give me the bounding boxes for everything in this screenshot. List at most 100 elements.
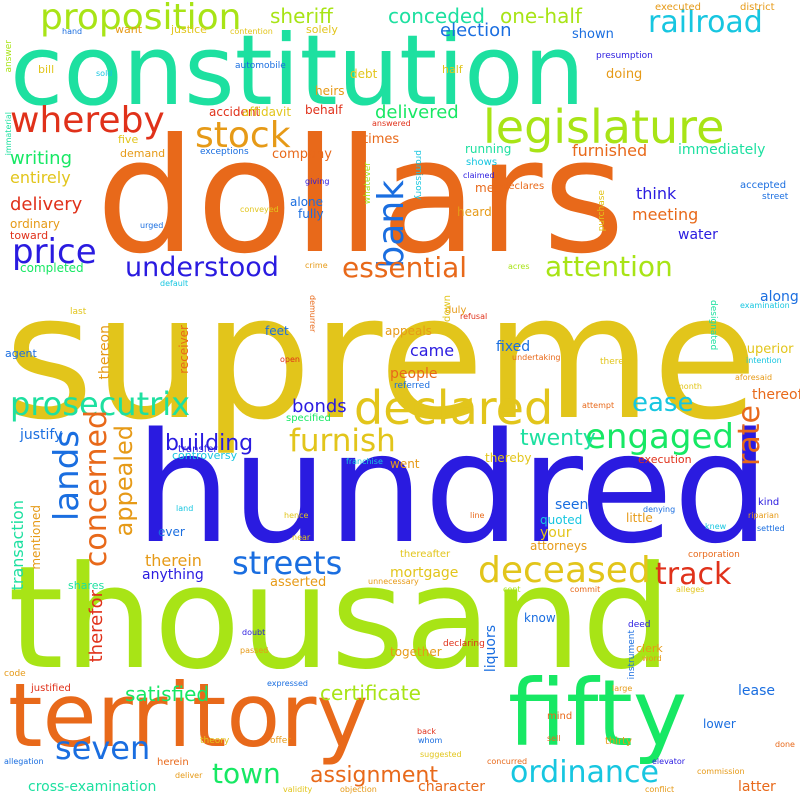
word-sell: sell — [547, 734, 561, 743]
word-track: track — [655, 557, 732, 592]
word-commit: commit — [570, 585, 601, 594]
word-month: month — [676, 382, 702, 391]
word-thereon: thereon — [97, 325, 113, 380]
word-price: price — [12, 232, 97, 272]
word-building: building — [165, 431, 254, 456]
word-heard: heard — [457, 205, 492, 219]
word-aforesaid: aforesaid — [735, 373, 773, 382]
word-asserted: asserted — [270, 575, 327, 590]
word-expressed: expressed — [267, 679, 308, 688]
word-delivered: delivered — [375, 102, 459, 123]
word-word: word — [642, 654, 662, 663]
word-concurred: concurred — [487, 757, 528, 766]
word-anything: anything — [142, 567, 204, 583]
word-purchase: purchase — [597, 190, 607, 232]
word-territory: territory — [8, 664, 369, 767]
word-affidavit: affidavit — [242, 105, 292, 119]
word-along: along — [760, 289, 799, 305]
word-quoted: quoted — [540, 513, 583, 527]
word-land: land — [176, 504, 194, 513]
word-default: default — [160, 279, 189, 288]
word-delivery: delivery — [10, 194, 83, 215]
word-cent: cent — [503, 585, 521, 594]
word-urged: urged — [140, 221, 164, 230]
word-dollars: dollars — [96, 105, 625, 289]
word-justice: justice — [171, 23, 207, 36]
word-refusal: refusal — [460, 312, 488, 321]
word-running: running — [465, 142, 512, 156]
word-twenty: twenty — [520, 426, 596, 451]
word-times: times — [363, 132, 400, 147]
word-large: large — [612, 684, 633, 693]
word-immaterial: immaterial — [4, 112, 13, 156]
word-contention: contention — [230, 27, 273, 36]
word-people: people — [390, 366, 438, 382]
word-latter: latter — [738, 779, 776, 795]
word-done: done — [775, 740, 795, 749]
word-passed: passed — [240, 646, 269, 655]
word-specified: specified — [286, 413, 331, 424]
word-thereto: thereto — [600, 357, 633, 367]
word-last: last — [70, 307, 87, 317]
word-ordinary: ordinary — [10, 217, 61, 231]
word-little: little — [626, 511, 653, 525]
word-automobile: automobile — [235, 61, 286, 71]
word-kind: kind — [758, 497, 780, 508]
word-railroad: railroad — [648, 5, 763, 40]
word-open: open — [280, 355, 300, 364]
word-understood: understood — [125, 252, 279, 283]
word-therefor: therefor — [86, 590, 107, 663]
word-duly: duly — [445, 305, 467, 316]
word-attempt: attempt — [582, 401, 615, 410]
word-completed: completed — [20, 261, 84, 275]
word-ease: ease — [632, 388, 694, 418]
word-acres: acres — [508, 262, 530, 271]
word-doubt: doubt — [242, 628, 266, 637]
word-appeals: appeals — [385, 324, 432, 338]
word-clerk: clerk — [636, 642, 663, 655]
word-proposition: proposition — [40, 0, 242, 38]
word-doing: doing — [606, 67, 643, 82]
word-alleges: alleges — [676, 585, 705, 594]
word-bonds: bonds — [292, 396, 347, 417]
word-writing: writing — [10, 148, 73, 169]
word-receiver: receiver — [177, 325, 191, 374]
word-together: together — [390, 645, 442, 659]
word-ordinance: ordinance — [510, 755, 659, 790]
word-debt: debt — [350, 67, 378, 81]
word-theory: theory — [200, 736, 230, 746]
word-objection: objection — [340, 785, 377, 794]
word-exceptions: exceptions — [200, 147, 249, 157]
word-mind: mind — [547, 711, 573, 722]
word-constitution: constitution — [10, 14, 585, 127]
word-streets: streets — [232, 544, 343, 582]
word-know: know — [524, 611, 556, 625]
word-justified: justified — [31, 683, 71, 694]
word-went: went — [390, 457, 420, 471]
word-conflict: conflict — [645, 785, 675, 794]
word-declared: declared — [354, 381, 554, 435]
word-toward: toward — [10, 229, 49, 242]
word-justify: justify — [20, 427, 63, 443]
word-engaged: engaged — [585, 417, 734, 457]
word-execution: execution — [638, 453, 692, 466]
word-back: back — [417, 727, 437, 736]
word-executed: executed — [655, 2, 701, 13]
word-fixed: fixed — [496, 339, 531, 355]
word-sold: sold — [96, 69, 113, 78]
word-undertaking: undertaking — [512, 353, 561, 362]
word-transfer: transfer — [178, 444, 218, 455]
word-superior: superior — [740, 342, 794, 357]
word-allegation: allegation — [4, 757, 44, 766]
word-one-half: one-half — [500, 4, 582, 28]
word-satisfied: satisfied — [125, 682, 210, 706]
word-essential: essential — [342, 251, 468, 284]
word-concerned: concerned — [79, 410, 114, 568]
word-promissory: promissory — [413, 150, 423, 200]
word-shares: shares — [68, 579, 105, 592]
word-accepted: accepted — [740, 180, 787, 191]
word-meeting: meeting — [632, 205, 699, 224]
word-came: came — [410, 341, 455, 360]
word-franchise: franchise — [346, 457, 383, 466]
word-your: your — [540, 525, 572, 541]
